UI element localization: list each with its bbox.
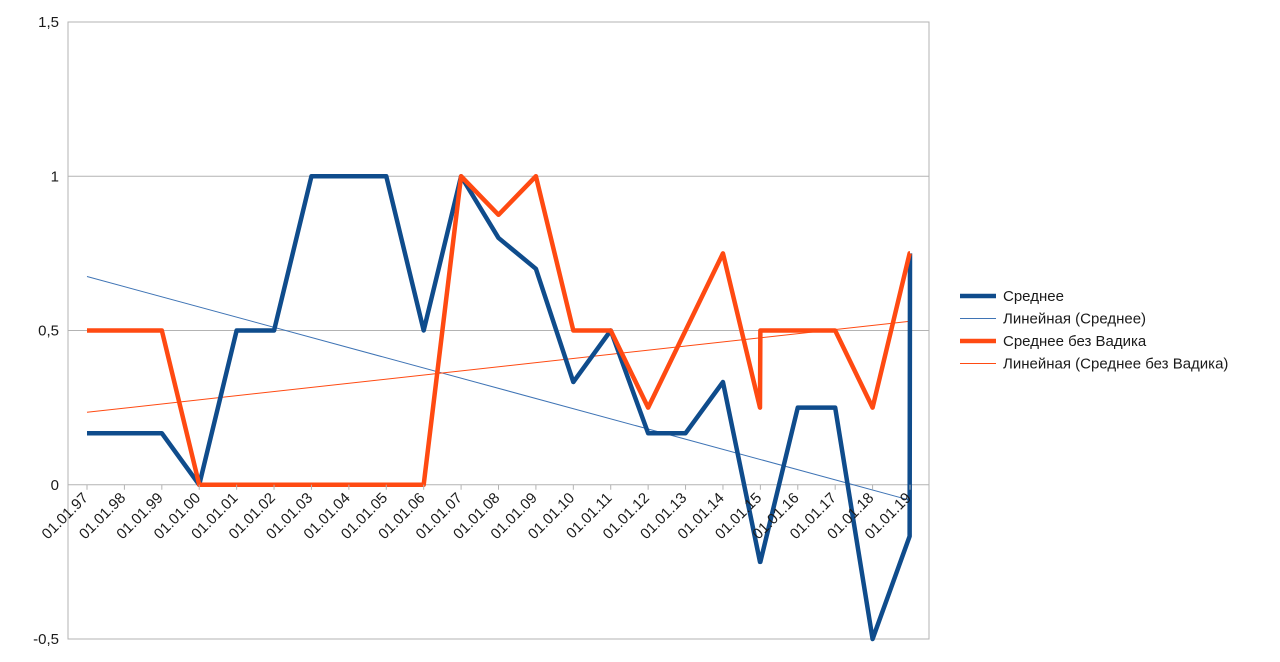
y-tick-label: 0,5 [38,323,59,340]
trendline-2 [86,320,911,413]
trendline-1 [86,276,911,501]
legend-entry: Среднее [960,288,1064,305]
y-tick-label: 1,5 [38,14,59,31]
legend-entry: Линейная (Среднее) [960,311,1146,328]
y-tick-label: 1 [51,168,59,185]
legend-label: Среднее [1003,288,1064,305]
y-axis: -0,5 0 0,5 1 1,5 [33,14,59,648]
y-tick-label: -0,5 [33,631,59,648]
legend-label: Линейная (Среднее) [1003,311,1146,328]
trendlines [86,276,911,501]
y-tick-label: 0 [51,477,59,494]
legend-label: Линейная (Среднее без Вадика) [1003,356,1228,373]
legend: Среднее Линейная (Среднее) Среднее без Вад… [960,288,1228,373]
legend-label: Среднее без Вадика [1003,333,1147,350]
legend-entry: Линейная (Среднее без Вадика) [960,356,1228,373]
series-line-1 [87,174,913,642]
legend-entry: Среднее без Вадика [960,333,1147,350]
